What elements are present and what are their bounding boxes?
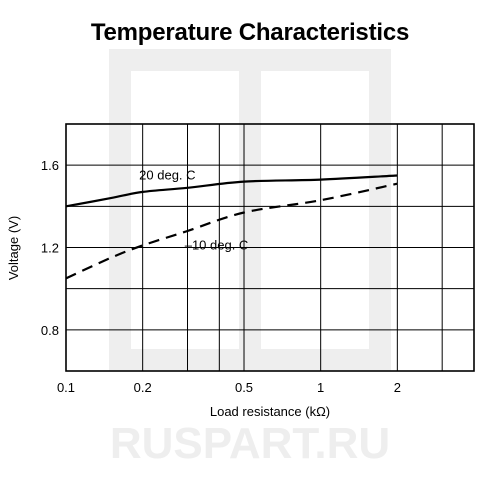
- x-axis-label: Load resistance (kΩ): [210, 404, 330, 419]
- x-tick-label: 0.1: [57, 380, 75, 395]
- series-label-0: 20 deg. C: [139, 168, 195, 183]
- watermark-layer: RUSPART.RU: [109, 49, 391, 468]
- tick-labels: 0.1 0.2 0.5 1 2 0.8 1.2 1.6: [41, 158, 401, 395]
- plot-border: [65, 123, 475, 372]
- x-tick-label: 0.2: [134, 380, 152, 395]
- watermark-text: RUSPART.RU: [110, 419, 390, 468]
- y-tick-label: 1.6: [41, 158, 59, 173]
- annotations: 20 deg. C –10 deg. C: [139, 168, 248, 253]
- series-line-1: [65, 182, 398, 280]
- plot-frame: [65, 123, 475, 372]
- x-tick-label: 0.5: [235, 380, 253, 395]
- x-tick-label: 2: [394, 380, 401, 395]
- y-tick-label: 0.8: [41, 323, 59, 338]
- series-label-1: –10 deg. C: [185, 238, 249, 253]
- x-tick-label: 1: [317, 380, 324, 395]
- series-layer: [65, 174, 398, 280]
- series-line-0: [65, 174, 398, 208]
- chart-title: Temperature Characteristics: [90, 19, 410, 46]
- y-axis-label: Voltage (V): [6, 216, 21, 280]
- y-tick-label: 1.2: [41, 241, 59, 256]
